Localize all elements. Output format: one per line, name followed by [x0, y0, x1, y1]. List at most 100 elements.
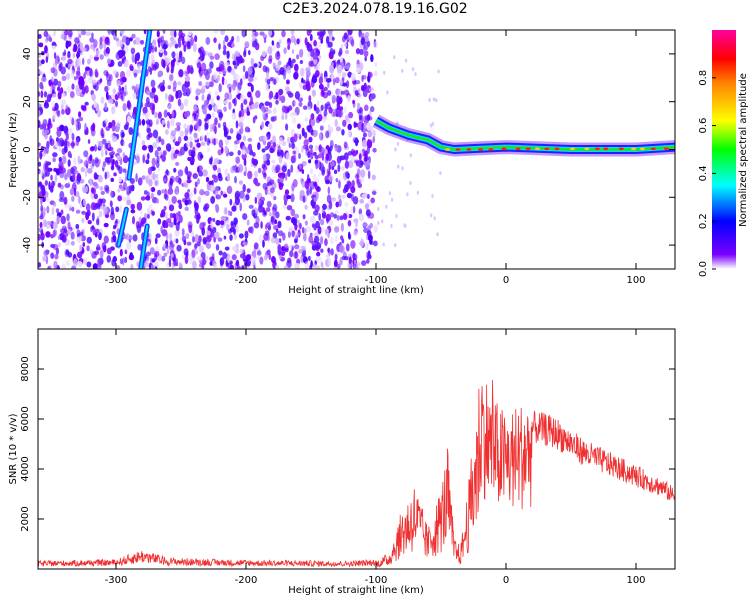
heatmap-cell — [126, 186, 132, 195]
heatmap-cell — [234, 176, 237, 184]
heatmap-cell — [71, 83, 75, 90]
heatmap-cell — [275, 92, 279, 100]
heatmap-cell — [95, 49, 102, 56]
heatmap-cell — [218, 250, 223, 256]
heatmap-cell — [247, 143, 253, 151]
heatmap-cell — [224, 145, 228, 154]
heatmap-cell — [81, 210, 86, 215]
heatmap-cell — [165, 169, 169, 176]
heatmap-cell — [373, 224, 379, 234]
heatmap-cell — [69, 153, 72, 159]
heatmap-cell — [178, 202, 183, 210]
spectrogram-x-tick-label: -300 — [105, 275, 128, 286]
heatmap-cell — [347, 253, 354, 259]
heatmap-cell — [227, 65, 232, 72]
heatmap-cell — [193, 132, 198, 139]
heatmap-cell — [250, 255, 255, 264]
heatmap-cell — [274, 219, 278, 225]
heatmap-cell — [51, 89, 55, 95]
heatmap-cell — [165, 92, 168, 101]
heatmap-cell — [146, 213, 150, 219]
heatmap-cell — [64, 30, 69, 36]
heatmap-cell — [145, 195, 151, 201]
heatmap-cell — [111, 135, 118, 143]
heatmap-cell — [77, 261, 83, 267]
heatmap-cell — [84, 79, 88, 85]
heatmap-cell — [243, 98, 248, 105]
heatmap-cell — [325, 213, 331, 223]
heatmap-cell — [367, 131, 373, 138]
heatmap-cell — [302, 84, 307, 91]
heatmap-cell — [334, 210, 339, 215]
heatmap-cell — [262, 111, 265, 118]
heatmap-cell — [390, 197, 394, 202]
heatmap-cell — [320, 104, 324, 111]
heatmap-cell — [335, 177, 339, 183]
heatmap-cell — [316, 31, 320, 37]
heatmap-cell — [298, 101, 303, 107]
heatmap-cell — [351, 180, 355, 188]
heatmap-cell — [91, 251, 97, 259]
heatmap-cell — [187, 31, 192, 36]
heatmap-cell — [115, 206, 120, 213]
heatmap-cell — [167, 187, 174, 195]
heatmap-cell — [151, 210, 155, 216]
heatmap-cell — [313, 235, 320, 244]
heatmap-cell — [138, 132, 141, 139]
heatmap-cell — [339, 155, 343, 162]
heatmap-cell — [304, 261, 310, 269]
heatmap-cell — [291, 182, 295, 192]
heatmap-cell — [136, 201, 143, 211]
heatmap-cell — [57, 91, 62, 100]
heatmap-cell — [168, 74, 174, 81]
heatmap-cell — [83, 72, 86, 80]
spectrogram-x-tick-label: 0 — [503, 275, 509, 286]
heatmap-cell — [208, 81, 214, 88]
heatmap-cell — [116, 147, 123, 154]
heatmap-cell — [270, 116, 275, 122]
ridge-peak — [466, 148, 472, 151]
heatmap-cell — [214, 104, 219, 112]
heatmap-cell — [39, 150, 43, 160]
heatmap-cell — [52, 229, 56, 238]
heatmap-cell — [370, 197, 375, 204]
heatmap-cell — [109, 73, 113, 82]
heatmap-cell — [42, 197, 46, 203]
heatmap-cell — [211, 253, 215, 261]
heatmap-cell — [273, 107, 277, 114]
snr-y-tick-label: 8000 — [20, 356, 31, 381]
heatmap-cell — [84, 122, 87, 130]
heatmap-cell — [305, 70, 311, 78]
heatmap-cell — [394, 243, 397, 248]
heatmap-cell — [152, 171, 156, 181]
heatmap-cell — [157, 218, 162, 225]
snr-panel: -300 -200 -100 0 100 2000 4000 6000 8000 Height … — [8, 328, 676, 596]
heatmap-cell — [263, 210, 267, 216]
heatmap-cell — [334, 144, 338, 152]
heatmap-cell — [204, 122, 209, 130]
heatmap-cell — [343, 89, 350, 96]
heatmap-cell — [122, 257, 125, 266]
heatmap-cell — [144, 260, 150, 268]
heatmap-cell — [169, 212, 173, 219]
heatmap-cell — [278, 39, 282, 45]
heatmap-cell — [372, 147, 377, 153]
colorbar-gradient — [712, 30, 736, 269]
heatmap-cell — [43, 219, 47, 228]
heatmap-cell — [122, 140, 126, 146]
colorbar-tick-label: 0.4 — [698, 165, 709, 181]
heatmap-cell — [353, 230, 358, 236]
heatmap-cell — [92, 181, 98, 187]
heatmap-cell — [130, 184, 135, 192]
heatmap-cell — [109, 200, 113, 208]
heatmap-cell — [166, 120, 170, 129]
heatmap-cell — [193, 202, 198, 209]
heatmap-cell — [82, 197, 86, 207]
heatmap-cell — [429, 123, 433, 128]
heatmap-cell — [231, 254, 237, 261]
heatmap-cell — [81, 47, 87, 52]
heatmap-cell — [411, 67, 415, 72]
heatmap-cell — [61, 30, 65, 40]
heatmap-cell — [339, 256, 343, 266]
heatmap-cell — [58, 156, 63, 163]
